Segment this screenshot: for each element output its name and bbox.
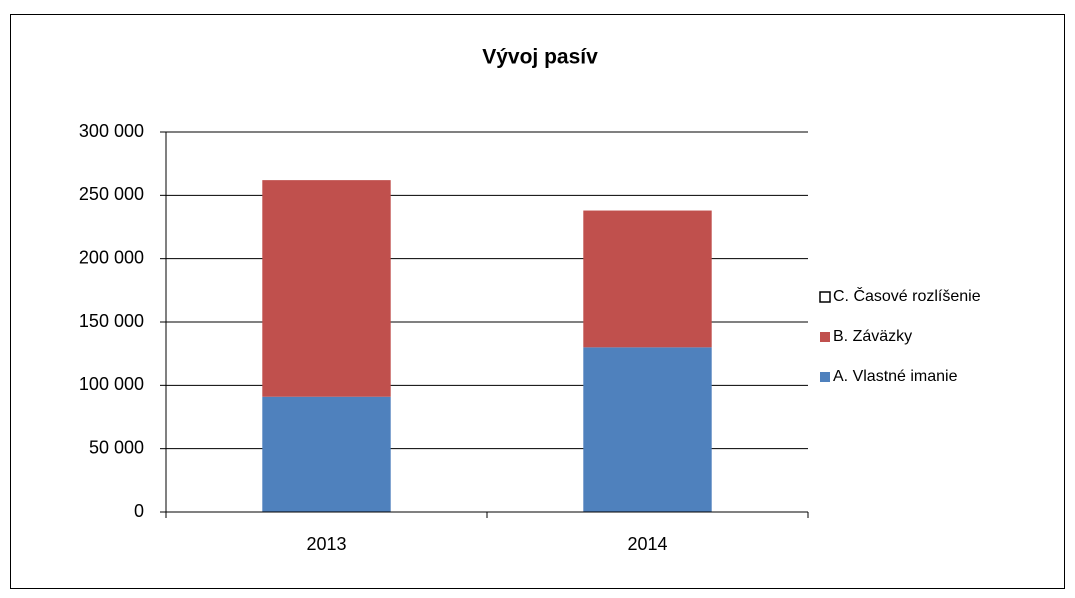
legend-swatch [820, 332, 830, 342]
bar-segment [583, 347, 712, 512]
legend-label: B. Záväzky [833, 328, 912, 345]
chart-title: Vývoj pasív [482, 46, 598, 69]
y-tick-label: 250 000 [79, 184, 144, 204]
bar-segment [262, 396, 391, 512]
legend-label: A. Vlastné imanie [833, 368, 958, 385]
y-tick-label: 100 000 [79, 374, 144, 394]
x-tick-label: 2013 [306, 534, 346, 554]
y-tick-label: 300 000 [79, 121, 144, 141]
y-tick-label: 0 [134, 501, 144, 521]
legend-swatch [820, 372, 830, 382]
chart-border [10, 14, 1065, 589]
legend-label: C. Časové rozlíšenie [833, 286, 981, 305]
y-tick-label: 50 000 [89, 437, 144, 457]
y-tick-label: 200 000 [79, 247, 144, 267]
y-tick-label: 150 000 [79, 311, 144, 331]
x-tick-label: 2014 [627, 534, 667, 554]
bar-segment [583, 210, 712, 348]
bar-segment [262, 180, 391, 397]
legend-swatch [819, 291, 831, 303]
